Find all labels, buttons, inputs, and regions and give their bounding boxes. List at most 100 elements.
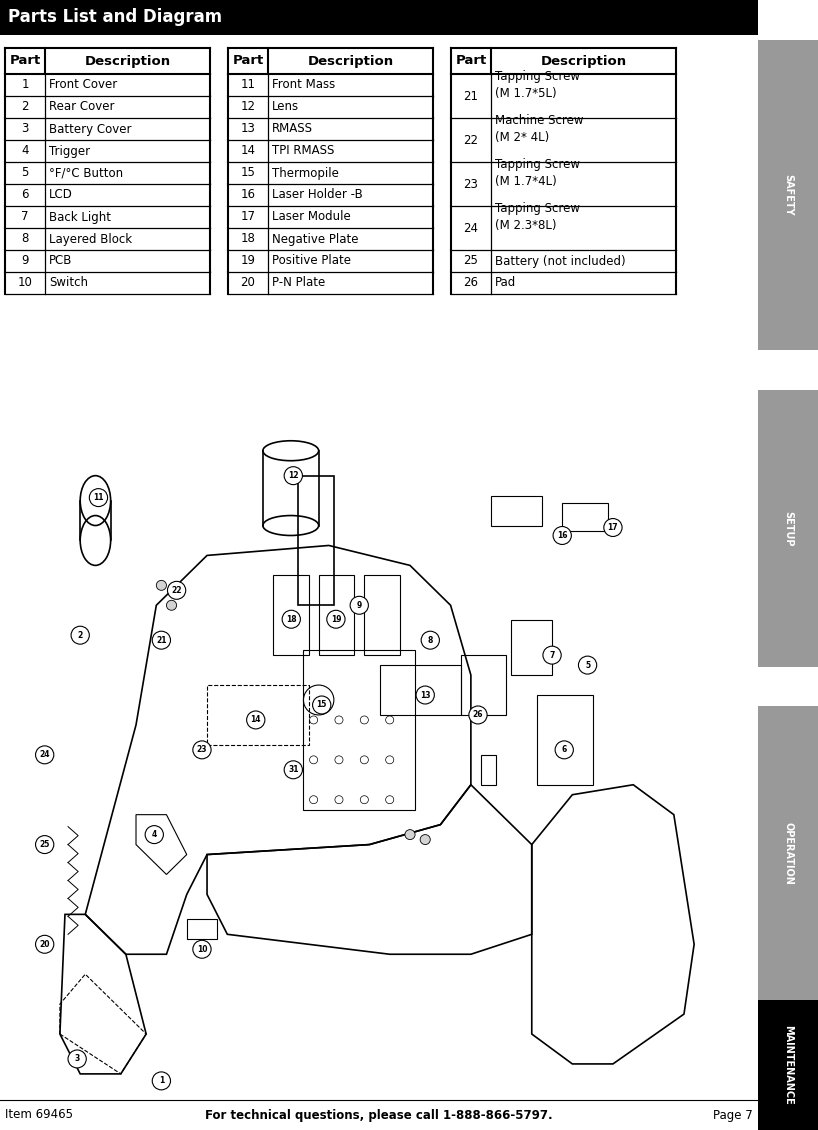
Text: 7: 7 bbox=[21, 210, 29, 224]
Bar bbox=[0, 0, 758, 35]
Text: 21: 21 bbox=[464, 89, 479, 103]
Text: LCD: LCD bbox=[49, 189, 73, 201]
Text: TPI RMASS: TPI RMASS bbox=[272, 145, 335, 157]
Text: 13: 13 bbox=[240, 122, 255, 136]
Circle shape bbox=[246, 711, 265, 729]
Circle shape bbox=[420, 835, 430, 844]
Text: 6: 6 bbox=[562, 746, 567, 755]
Text: 24: 24 bbox=[464, 221, 479, 235]
Text: 19: 19 bbox=[330, 615, 341, 624]
Circle shape bbox=[156, 581, 166, 590]
Text: 4: 4 bbox=[21, 145, 29, 157]
Circle shape bbox=[555, 741, 573, 759]
Text: Thermopile: Thermopile bbox=[272, 166, 339, 180]
Text: 11: 11 bbox=[93, 493, 104, 502]
Text: 3: 3 bbox=[74, 1054, 80, 1063]
Text: Lens: Lens bbox=[272, 101, 299, 113]
Text: OPERATION: OPERATION bbox=[783, 822, 793, 885]
Text: 22: 22 bbox=[171, 585, 182, 594]
Text: 8: 8 bbox=[21, 233, 29, 245]
Text: 1: 1 bbox=[159, 1077, 164, 1086]
Text: RMASS: RMASS bbox=[272, 122, 313, 136]
Text: 23: 23 bbox=[464, 177, 479, 191]
Text: Part: Part bbox=[456, 54, 487, 68]
Circle shape bbox=[68, 1050, 86, 1068]
Text: Front Mass: Front Mass bbox=[272, 78, 335, 92]
Circle shape bbox=[168, 581, 186, 599]
Bar bbox=[511, 620, 552, 675]
Text: 25: 25 bbox=[39, 840, 50, 849]
Text: 15: 15 bbox=[317, 701, 327, 710]
Text: Tapping Screw
(M 1.7*4L): Tapping Screw (M 1.7*4L) bbox=[495, 158, 580, 188]
Text: Trigger: Trigger bbox=[49, 145, 90, 157]
Text: 13: 13 bbox=[420, 690, 430, 699]
Bar bbox=[537, 695, 593, 784]
Circle shape bbox=[145, 826, 164, 844]
Text: 18: 18 bbox=[286, 615, 297, 624]
Circle shape bbox=[578, 657, 596, 675]
Circle shape bbox=[604, 519, 622, 537]
Circle shape bbox=[35, 746, 54, 764]
Text: Part: Part bbox=[232, 54, 263, 68]
Bar bbox=[758, 390, 818, 667]
Text: 8: 8 bbox=[428, 636, 433, 645]
Text: 18: 18 bbox=[240, 233, 255, 245]
Text: Description: Description bbox=[308, 54, 393, 68]
Text: Front Cover: Front Cover bbox=[49, 78, 117, 92]
Circle shape bbox=[326, 610, 345, 628]
Text: 15: 15 bbox=[240, 166, 255, 180]
Text: 3: 3 bbox=[21, 122, 29, 136]
Circle shape bbox=[469, 706, 487, 724]
Circle shape bbox=[553, 527, 571, 545]
Bar bbox=[481, 755, 497, 784]
Text: Layered Block: Layered Block bbox=[49, 233, 133, 245]
Text: P-N Plate: P-N Plate bbox=[272, 277, 326, 289]
Text: °F/°C Button: °F/°C Button bbox=[49, 166, 124, 180]
Bar bbox=[303, 650, 415, 810]
Bar bbox=[0, 316, 758, 1099]
Text: 11: 11 bbox=[240, 78, 255, 92]
Text: Description: Description bbox=[84, 54, 171, 68]
Text: 6: 6 bbox=[21, 189, 29, 201]
Text: Laser Holder -B: Laser Holder -B bbox=[272, 189, 362, 201]
Text: 26: 26 bbox=[464, 277, 479, 289]
Bar bbox=[461, 655, 506, 715]
Circle shape bbox=[284, 760, 303, 779]
Text: Battery (not included): Battery (not included) bbox=[495, 254, 626, 268]
Circle shape bbox=[416, 686, 434, 704]
Bar bbox=[562, 503, 608, 530]
Text: 26: 26 bbox=[473, 711, 483, 720]
Text: 17: 17 bbox=[240, 210, 255, 224]
Circle shape bbox=[193, 940, 211, 958]
Text: PCB: PCB bbox=[49, 254, 72, 268]
Text: Switch: Switch bbox=[49, 277, 88, 289]
Circle shape bbox=[152, 1072, 170, 1089]
Text: 2: 2 bbox=[21, 101, 29, 113]
Text: Tapping Screw
(M 1.7*5L): Tapping Screw (M 1.7*5L) bbox=[495, 70, 580, 99]
Text: SAFETY: SAFETY bbox=[783, 174, 793, 216]
Text: 10: 10 bbox=[17, 277, 33, 289]
Text: 24: 24 bbox=[39, 750, 50, 759]
Bar bbox=[758, 1000, 818, 1130]
Text: 12: 12 bbox=[288, 471, 299, 480]
Circle shape bbox=[152, 632, 170, 649]
Circle shape bbox=[166, 600, 177, 610]
Bar bbox=[380, 666, 461, 715]
Text: 17: 17 bbox=[608, 523, 618, 532]
Bar bbox=[364, 575, 400, 655]
Text: 16: 16 bbox=[557, 531, 568, 540]
Text: 22: 22 bbox=[464, 133, 479, 147]
Bar bbox=[187, 920, 218, 939]
Circle shape bbox=[71, 626, 89, 644]
Text: 14: 14 bbox=[240, 145, 255, 157]
Circle shape bbox=[89, 488, 108, 506]
Text: 23: 23 bbox=[196, 746, 207, 755]
Text: Laser Module: Laser Module bbox=[272, 210, 351, 224]
Bar bbox=[319, 575, 354, 655]
Text: 9: 9 bbox=[21, 254, 29, 268]
Text: 14: 14 bbox=[250, 715, 261, 724]
Text: Page 7: Page 7 bbox=[713, 1109, 753, 1121]
Text: 16: 16 bbox=[240, 189, 255, 201]
Text: Rear Cover: Rear Cover bbox=[49, 101, 115, 113]
Text: Part: Part bbox=[9, 54, 41, 68]
